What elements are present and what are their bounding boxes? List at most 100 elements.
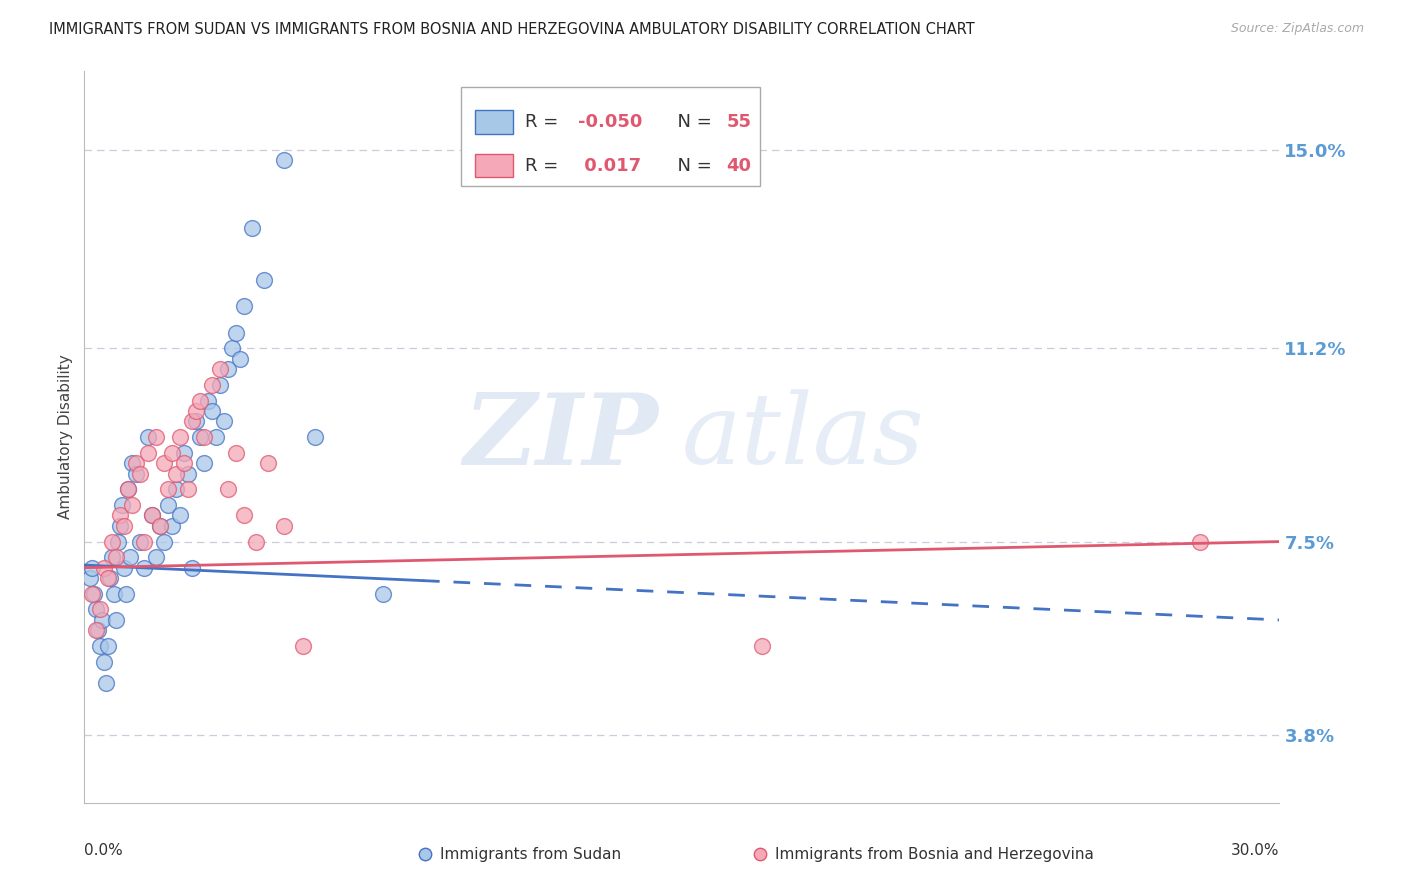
Point bbox=[97, 571, 120, 585]
Point bbox=[87, 624, 110, 638]
Point bbox=[173, 456, 195, 470]
Point bbox=[169, 508, 191, 523]
Point bbox=[751, 639, 773, 653]
Point bbox=[221, 341, 243, 355]
Text: ZIP: ZIP bbox=[463, 389, 658, 485]
Point bbox=[89, 602, 111, 616]
Point bbox=[177, 467, 200, 481]
Point bbox=[193, 456, 215, 470]
Point bbox=[232, 508, 254, 523]
Text: Immigrants from Sudan: Immigrants from Sudan bbox=[440, 847, 621, 862]
Point bbox=[112, 560, 135, 574]
Point bbox=[120, 550, 142, 565]
Text: IMMIGRANTS FROM SUDAN VS IMMIGRANTS FROM BOSNIA AND HERZEGOVINA AMBULATORY DISAB: IMMIGRANTS FROM SUDAN VS IMMIGRANTS FROM… bbox=[49, 22, 974, 37]
Point bbox=[373, 587, 395, 601]
Point bbox=[253, 273, 276, 287]
Point bbox=[82, 587, 104, 601]
Point bbox=[149, 519, 172, 533]
Point bbox=[103, 587, 125, 601]
FancyBboxPatch shape bbox=[475, 110, 513, 134]
Point bbox=[165, 467, 187, 481]
Point bbox=[129, 467, 152, 481]
Point bbox=[132, 560, 156, 574]
Point bbox=[153, 456, 176, 470]
Text: R =: R = bbox=[526, 157, 564, 175]
Point bbox=[112, 519, 135, 533]
Point bbox=[89, 639, 111, 653]
Point bbox=[232, 300, 254, 314]
Point bbox=[157, 483, 180, 497]
Point bbox=[157, 498, 180, 512]
Point bbox=[97, 639, 120, 653]
Y-axis label: Ambulatory Disability: Ambulatory Disability bbox=[58, 355, 73, 519]
Point bbox=[86, 602, 108, 616]
Point bbox=[136, 446, 159, 460]
Point bbox=[217, 362, 239, 376]
FancyBboxPatch shape bbox=[461, 87, 759, 186]
Point bbox=[101, 550, 124, 565]
Point bbox=[256, 456, 278, 470]
Point bbox=[193, 430, 215, 444]
Point bbox=[125, 467, 148, 481]
Point bbox=[160, 446, 183, 460]
Point bbox=[177, 483, 200, 497]
Point bbox=[169, 430, 191, 444]
Point bbox=[107, 534, 129, 549]
Point bbox=[229, 351, 252, 366]
Point bbox=[160, 519, 183, 533]
Point bbox=[304, 430, 326, 444]
Text: Source: ZipAtlas.com: Source: ZipAtlas.com bbox=[1230, 22, 1364, 36]
Point bbox=[121, 498, 143, 512]
FancyBboxPatch shape bbox=[475, 154, 513, 178]
Text: N =: N = bbox=[666, 112, 718, 131]
Point bbox=[110, 508, 132, 523]
Text: N =: N = bbox=[666, 157, 718, 175]
Text: R =: R = bbox=[526, 112, 564, 131]
Point bbox=[83, 587, 105, 601]
Point bbox=[217, 483, 239, 497]
Point bbox=[1188, 534, 1211, 549]
Point bbox=[105, 550, 128, 565]
Point bbox=[225, 446, 247, 460]
Point bbox=[208, 377, 231, 392]
Point bbox=[197, 393, 219, 408]
Point bbox=[117, 483, 139, 497]
Point bbox=[205, 430, 228, 444]
Point bbox=[86, 624, 108, 638]
Point bbox=[173, 446, 195, 460]
Point bbox=[273, 153, 295, 168]
Point bbox=[117, 483, 139, 497]
Text: atlas: atlas bbox=[682, 390, 925, 484]
Point bbox=[110, 519, 132, 533]
Point bbox=[212, 414, 235, 428]
Point bbox=[201, 377, 224, 392]
Point bbox=[105, 613, 128, 627]
Point bbox=[292, 639, 315, 653]
Point bbox=[111, 498, 134, 512]
Point bbox=[201, 404, 224, 418]
Text: 40: 40 bbox=[725, 157, 751, 175]
Point bbox=[188, 393, 211, 408]
Point bbox=[153, 534, 176, 549]
Point bbox=[101, 534, 124, 549]
Point bbox=[184, 414, 207, 428]
Text: 55: 55 bbox=[725, 112, 751, 131]
Point bbox=[125, 456, 148, 470]
Point bbox=[145, 430, 167, 444]
Point bbox=[225, 326, 247, 340]
Point bbox=[121, 456, 143, 470]
Text: Immigrants from Bosnia and Herzegovina: Immigrants from Bosnia and Herzegovina bbox=[775, 847, 1094, 862]
Point bbox=[82, 560, 104, 574]
Point bbox=[145, 550, 167, 565]
Text: 0.017: 0.017 bbox=[578, 157, 641, 175]
Point bbox=[245, 534, 267, 549]
Point bbox=[79, 571, 101, 585]
Point bbox=[136, 430, 159, 444]
Point bbox=[188, 430, 211, 444]
Point bbox=[181, 414, 204, 428]
Point bbox=[165, 483, 187, 497]
Point bbox=[93, 560, 115, 574]
Point bbox=[129, 534, 152, 549]
Point bbox=[208, 362, 231, 376]
Point bbox=[96, 675, 118, 690]
